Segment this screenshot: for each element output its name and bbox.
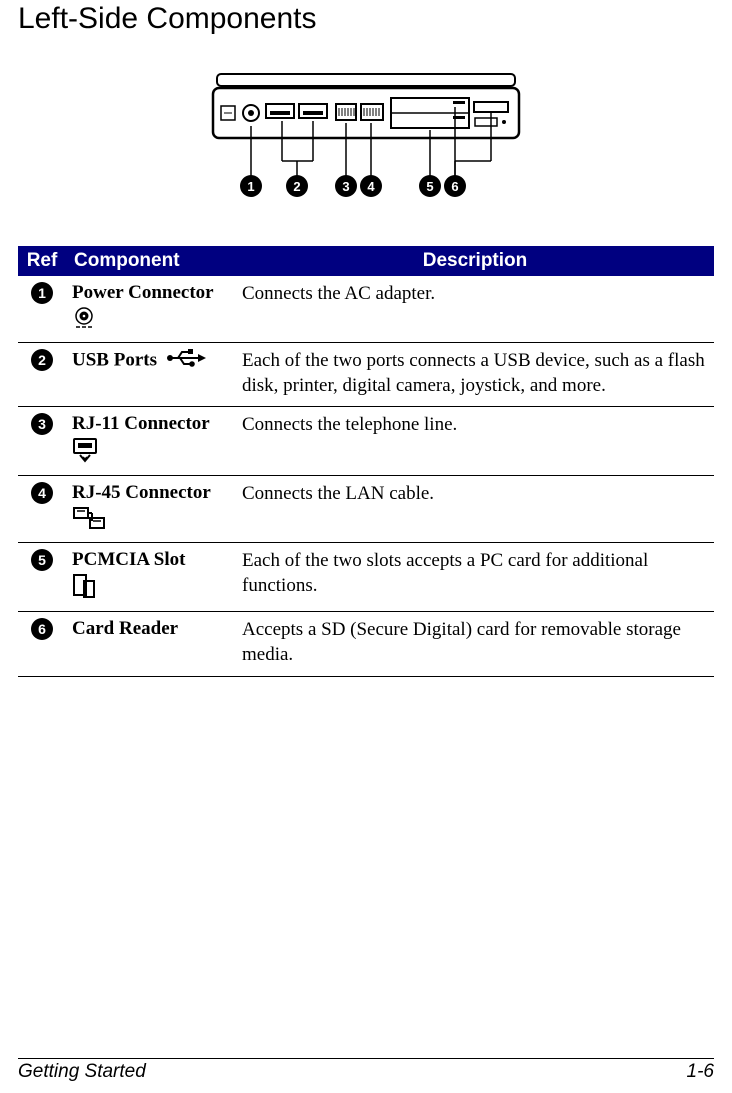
ref-badge: 2 xyxy=(31,349,53,371)
svg-text:1: 1 xyxy=(247,179,254,194)
rj45-icon xyxy=(72,506,230,534)
page-title: Left-Side Components xyxy=(18,2,714,36)
page-footer: Getting Started 1-6 xyxy=(18,1058,714,1083)
diagram-container: 1 2 3 4 5 6 xyxy=(18,66,714,221)
svg-text:3: 3 xyxy=(342,179,349,194)
svg-text:6: 6 xyxy=(451,179,458,194)
left-side-diagram: 1 2 3 4 5 6 xyxy=(211,66,521,216)
components-table: Ref Component Description 1 Power Connec… xyxy=(18,246,714,677)
component-name: USB Ports xyxy=(72,349,157,370)
pcmcia-icon xyxy=(72,573,230,603)
table-row: 1 Power Connector Connects the AC adapte… xyxy=(18,276,714,343)
footer-section: Getting Started xyxy=(18,1061,146,1083)
component-name: RJ-11 Connector xyxy=(72,413,210,434)
table-row: 4 RJ-45 Connector Connects the LAN cable… xyxy=(18,476,714,543)
component-description: Connects the telephone line. xyxy=(236,407,714,476)
component-name: Card Reader xyxy=(72,618,178,639)
header-ref: Ref xyxy=(18,246,66,276)
component-description: Connects the AC adapter. xyxy=(236,276,714,343)
ref-badge: 1 xyxy=(31,282,53,304)
usb-icon xyxy=(166,349,206,373)
component-description: Connects the LAN cable. xyxy=(236,476,714,543)
component-description: Each of the two slots accepts a PC card … xyxy=(236,543,714,612)
ref-badge: 6 xyxy=(31,618,53,640)
diagram-rj11 xyxy=(336,104,356,176)
component-name: RJ-45 Connector xyxy=(72,482,211,503)
table-row: 2 USB Ports Each of the two ports connec… xyxy=(18,343,714,407)
ref-badge: 4 xyxy=(31,482,53,504)
component-name: PCMCIA Slot xyxy=(72,549,185,570)
power-connector-icon xyxy=(72,306,230,334)
table-row: 3 RJ-11 Connector Connects the telephone… xyxy=(18,407,714,476)
svg-text:4: 4 xyxy=(367,179,375,194)
ref-badge: 3 xyxy=(31,413,53,435)
component-description: Accepts a SD (Secure Digital) card for r… xyxy=(236,612,714,676)
diagram-power-connector xyxy=(243,105,259,176)
diagram-rj45 xyxy=(361,104,383,176)
header-description: Description xyxy=(236,246,714,276)
table-row: 6 Card Reader Accepts a SD (Secure Digit… xyxy=(18,612,714,676)
table-row: 5 PCMCIA Slot Each of the two slots acce… xyxy=(18,543,714,612)
rj11-icon xyxy=(72,437,230,467)
header-component: Component xyxy=(66,246,236,276)
svg-text:5: 5 xyxy=(426,179,433,194)
svg-text:2: 2 xyxy=(293,179,300,194)
component-description: Each of the two ports connects a USB dev… xyxy=(236,343,714,407)
component-name: Power Connector xyxy=(72,282,214,303)
footer-page-number: 1-6 xyxy=(687,1061,714,1083)
ref-badge: 5 xyxy=(31,549,53,571)
